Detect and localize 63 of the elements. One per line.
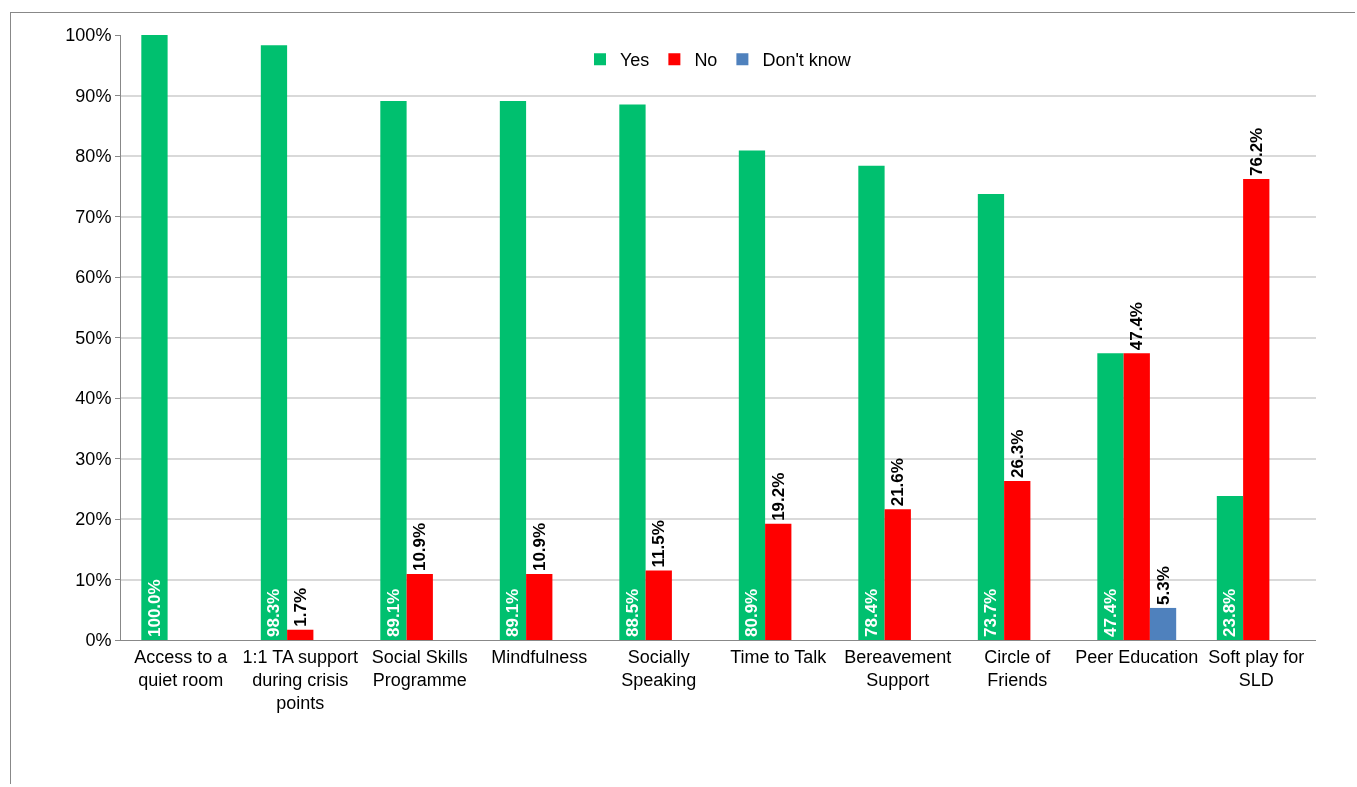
bar <box>499 100 527 640</box>
data-label: 89.1% <box>503 588 523 637</box>
x-tick-label: Soft play for SLD <box>1208 646 1305 690</box>
data-label: 1.7% <box>290 587 310 627</box>
bar <box>1123 353 1150 640</box>
y-tick-label: 80% <box>75 146 112 167</box>
bar <box>1149 607 1177 640</box>
x-tick-label: Mindfulness <box>491 646 588 667</box>
bar <box>380 100 407 640</box>
data-label: 19.2% <box>768 472 788 521</box>
data-label: 78.4% <box>861 588 881 637</box>
data-label: 21.6% <box>888 458 908 507</box>
x-tick-label: Time to Talk <box>730 646 828 667</box>
y-tick-label: 40% <box>75 388 112 409</box>
bar <box>858 165 885 640</box>
x-tick-label: Bereavement Support <box>844 646 952 690</box>
y-tick-label: 60% <box>75 267 112 288</box>
data-label: 73.7% <box>981 588 1001 637</box>
bar <box>260 45 288 640</box>
y-tick-label: 50% <box>75 327 112 348</box>
data-label: 100.0% <box>144 579 164 637</box>
bar <box>1097 353 1124 640</box>
legend-label: No <box>694 50 718 71</box>
y-tick-label: 10% <box>75 569 112 590</box>
y-tick-label: 70% <box>75 206 112 227</box>
bar <box>765 523 792 640</box>
x-tick-label: Access to a quiet room <box>134 646 229 690</box>
data-label: 10.9% <box>410 522 430 572</box>
data-label: 10.9% <box>529 522 549 572</box>
bar <box>1004 480 1031 640</box>
bar <box>645 570 672 640</box>
bar <box>406 574 433 640</box>
y-tick-label: 30% <box>75 448 112 469</box>
bar <box>884 509 911 640</box>
data-label: 11.5% <box>649 520 669 568</box>
data-label: 47.4% <box>1127 302 1147 351</box>
y-tick-label: 0% <box>85 630 112 651</box>
data-label: 98.3% <box>264 588 284 637</box>
legend-label: Don't know <box>762 50 852 71</box>
x-tick-label: Socially Speaking <box>621 646 697 690</box>
bar <box>619 104 646 640</box>
bar <box>141 35 168 640</box>
data-label: 88.5% <box>622 588 642 637</box>
x-tick-label: Social Skills Programme <box>371 646 468 690</box>
bar <box>977 194 1005 640</box>
data-label: 5.3% <box>1153 566 1173 605</box>
legend-label: Yes <box>620 50 650 71</box>
x-tick-label: 1:1 TA support during crisis points <box>242 646 358 714</box>
data-label: 23.8% <box>1220 588 1240 637</box>
bar <box>1243 178 1270 640</box>
data-label: 26.3% <box>1007 429 1027 478</box>
x-tick-label: Peer Education <box>1075 646 1199 667</box>
y-tick-label: 20% <box>75 509 112 530</box>
y-tick-label: 90% <box>75 85 112 106</box>
data-label: 80.9% <box>742 588 762 637</box>
data-label: 89.1% <box>383 588 403 637</box>
bar <box>526 574 553 640</box>
data-label: 47.4% <box>1100 588 1120 637</box>
x-tick-label: Circle of Friends <box>984 646 1052 690</box>
data-label: 76.2% <box>1246 127 1266 176</box>
bar <box>738 150 766 640</box>
bar <box>287 629 314 640</box>
y-tick-label: 100% <box>65 25 112 46</box>
